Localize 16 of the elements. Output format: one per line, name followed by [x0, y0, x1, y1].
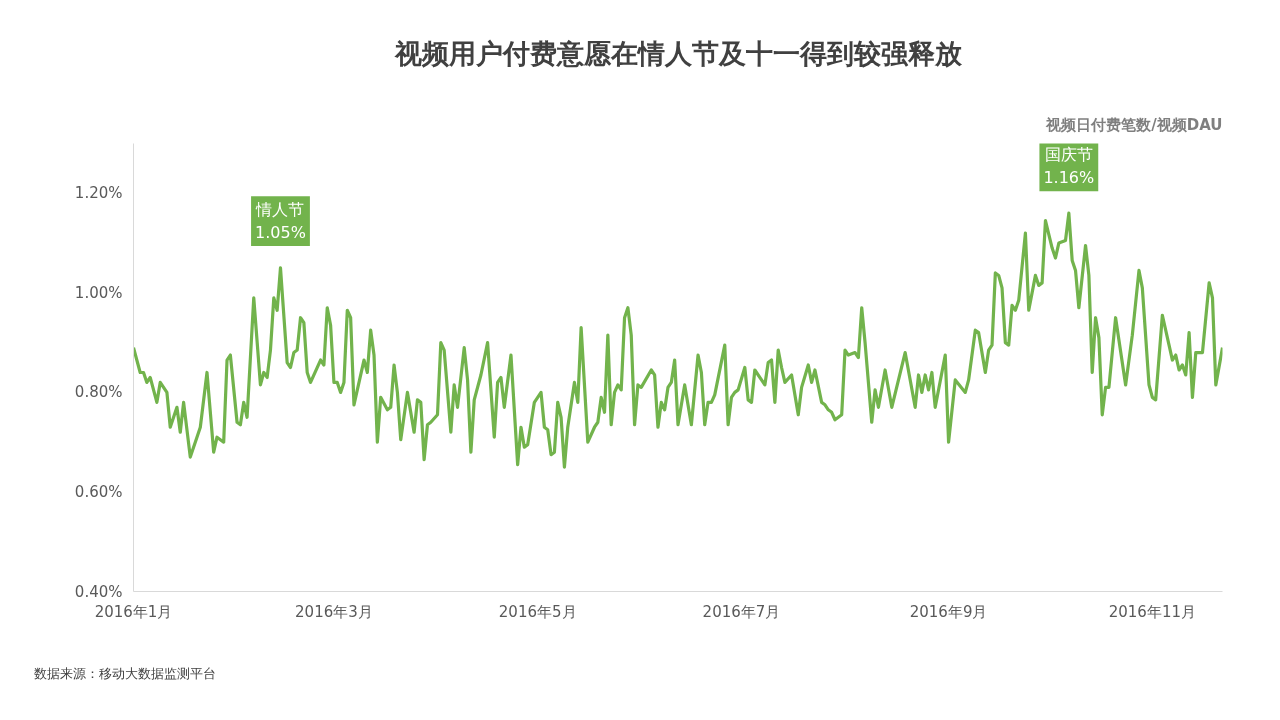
x-tick-label: 2016年9月	[909, 602, 988, 621]
y-tick-label: 1.00%	[74, 283, 123, 302]
x-tick-label: 2016年3月	[295, 602, 373, 621]
y-tick-label: 0.60%	[74, 482, 123, 501]
x-tick-label: 2016年11月	[1108, 602, 1196, 621]
annotation: 国庆节 1.16%	[1043, 145, 1095, 188]
x-tick-label: 2016年5月	[498, 602, 577, 621]
y-axis-title: 视频日付费笔数/视频DAU	[1045, 115, 1223, 134]
x-tick-label: 2016年1月	[94, 602, 173, 621]
x-tick-label: 2016年7月	[702, 602, 781, 621]
chart-title: 视频用户付费意愿在情人节及十一得到较强释放	[393, 37, 963, 69]
annotation: 情人节 1.05%	[255, 200, 306, 242]
source-note: 数据来源：移动大数据监测平台	[33, 665, 216, 681]
y-tick-label: 0.40%	[74, 582, 123, 601]
y-tick-label: 0.80%	[74, 383, 123, 402]
y-tick-label: 1.20%	[74, 184, 123, 203]
